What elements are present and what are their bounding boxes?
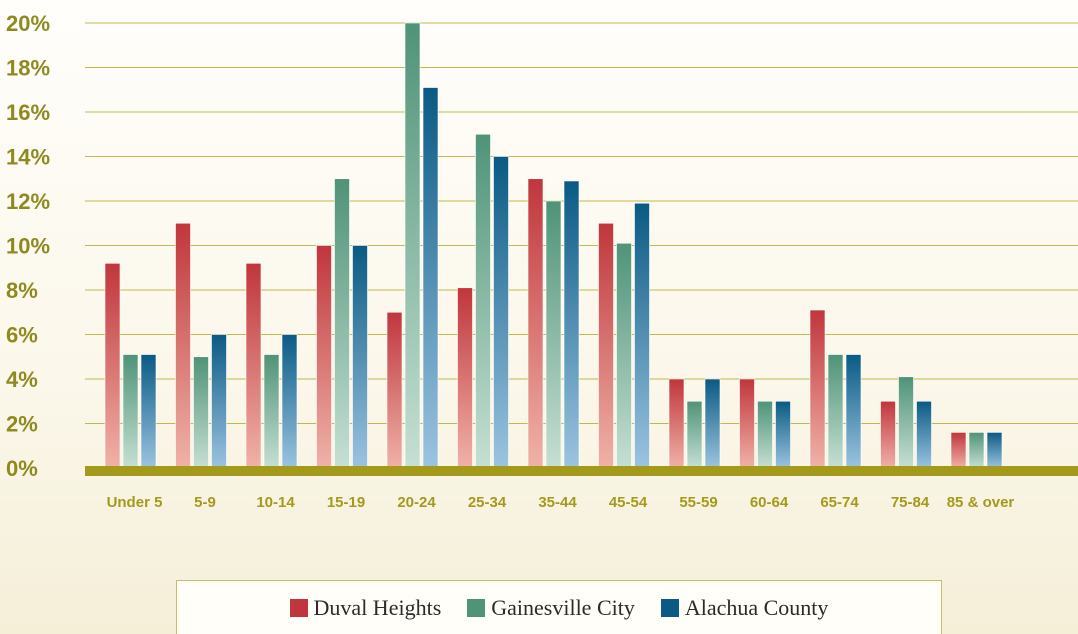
bar-gainesville-city — [616, 242, 632, 469]
bar-alachua-county — [563, 180, 580, 469]
y-tick-label: 2% — [6, 412, 38, 437]
x-axis: Under 5 5-9 10-14 15-19 20-24 25-34 35-44 45-54… — [107, 494, 1015, 511]
bar-alachua-county — [845, 354, 862, 469]
y-tick-label: 0% — [6, 456, 38, 481]
y-axis: 0% 2% 4% 6% 8% 10% 12% 14% 16% 18% 20% — [6, 11, 50, 481]
legend-swatch-gainesville-city — [467, 598, 486, 617]
bar-gainesville-city — [545, 200, 562, 469]
y-tick-label: 18% — [6, 56, 50, 81]
bar-duval-heights — [175, 222, 191, 469]
bar-gainesville-city — [968, 432, 985, 469]
x-tick-label: 60-64 — [750, 494, 789, 511]
y-tick-label: 16% — [6, 100, 50, 125]
bar-duval-heights — [668, 378, 685, 469]
legend-swatch-duval-heights — [289, 598, 308, 617]
bar-gainesville-city — [404, 22, 421, 469]
y-tick-label: 8% — [6, 278, 38, 303]
bar-duval-heights — [950, 432, 967, 469]
bar-duval-heights — [598, 222, 614, 469]
bar-duval-heights — [809, 309, 826, 469]
bar-alachua-county — [211, 334, 227, 469]
x-tick-label: 75-84 — [891, 494, 930, 511]
bar-gainesville-city — [475, 133, 491, 469]
bar-duval-heights — [880, 400, 896, 469]
bar-gainesville-city — [334, 178, 350, 469]
legend-label: Gainesville City — [491, 594, 635, 620]
bar-alachua-county — [775, 400, 791, 469]
legend-label: Duval Heights — [313, 594, 442, 620]
y-tick-label: 4% — [6, 367, 38, 392]
bar-gainesville-city — [263, 354, 280, 469]
y-tick-label: 14% — [6, 145, 50, 170]
bar-alachua-county — [704, 378, 721, 469]
x-tick-label: 45-54 — [609, 494, 648, 511]
bar-gainesville-city — [757, 400, 773, 469]
x-tick-label: 25-34 — [468, 494, 507, 511]
bar-alachua-county — [140, 354, 157, 469]
bar-duval-heights — [739, 378, 755, 469]
x-tick-label: Under 5 — [107, 494, 163, 511]
x-tick-label: 15-19 — [327, 494, 365, 511]
bars — [104, 22, 1003, 469]
legend-item-alachua-county: Alachua County — [660, 594, 829, 621]
legend-item-gainesville-city: Gainesville City — [467, 595, 635, 621]
x-tick-label: 85 & over — [947, 494, 1015, 511]
bar-gainesville-city — [686, 400, 703, 469]
bar-alachua-county — [493, 156, 509, 469]
bar-duval-heights — [457, 287, 473, 469]
bar-gainesville-city — [193, 356, 209, 469]
bar-duval-heights — [386, 311, 403, 469]
gridlines — [85, 22, 1078, 424]
bar-duval-heights — [527, 178, 544, 469]
y-tick-label: 20% — [6, 11, 50, 36]
legend-item-duval-heights: Duval Heights — [289, 594, 442, 621]
bar-duval-heights — [245, 262, 262, 469]
bar-alachua-county — [986, 432, 1003, 469]
y-tick-label: 10% — [6, 234, 50, 259]
legend-label: Alachua County — [684, 594, 829, 620]
bar-duval-heights — [104, 262, 121, 469]
x-axis-baseline — [85, 466, 1078, 476]
bar-duval-heights — [316, 245, 332, 469]
bar-alachua-county — [916, 400, 932, 469]
bar-alachua-county — [634, 202, 650, 469]
y-tick-label: 12% — [6, 189, 50, 214]
x-tick-label: 35-44 — [538, 494, 577, 511]
x-tick-label: 20-24 — [397, 494, 436, 511]
x-tick-label: 10-14 — [256, 494, 295, 511]
x-tick-label: 55-59 — [679, 494, 717, 511]
x-tick-label: 65-74 — [820, 494, 859, 511]
legend-swatch-alachua-county — [660, 598, 679, 617]
legend: Duval Heights Gainesville City Alachua C… — [176, 580, 942, 634]
y-tick-label: 6% — [6, 323, 38, 348]
bar-gainesville-city — [898, 376, 914, 469]
bar-alachua-county — [422, 87, 439, 469]
bar-gainesville-city — [827, 354, 844, 469]
x-tick-label: 5-9 — [194, 494, 216, 511]
bar-gainesville-city — [122, 354, 139, 469]
bar-alachua-county — [352, 245, 368, 469]
bar-alachua-county — [281, 334, 298, 469]
